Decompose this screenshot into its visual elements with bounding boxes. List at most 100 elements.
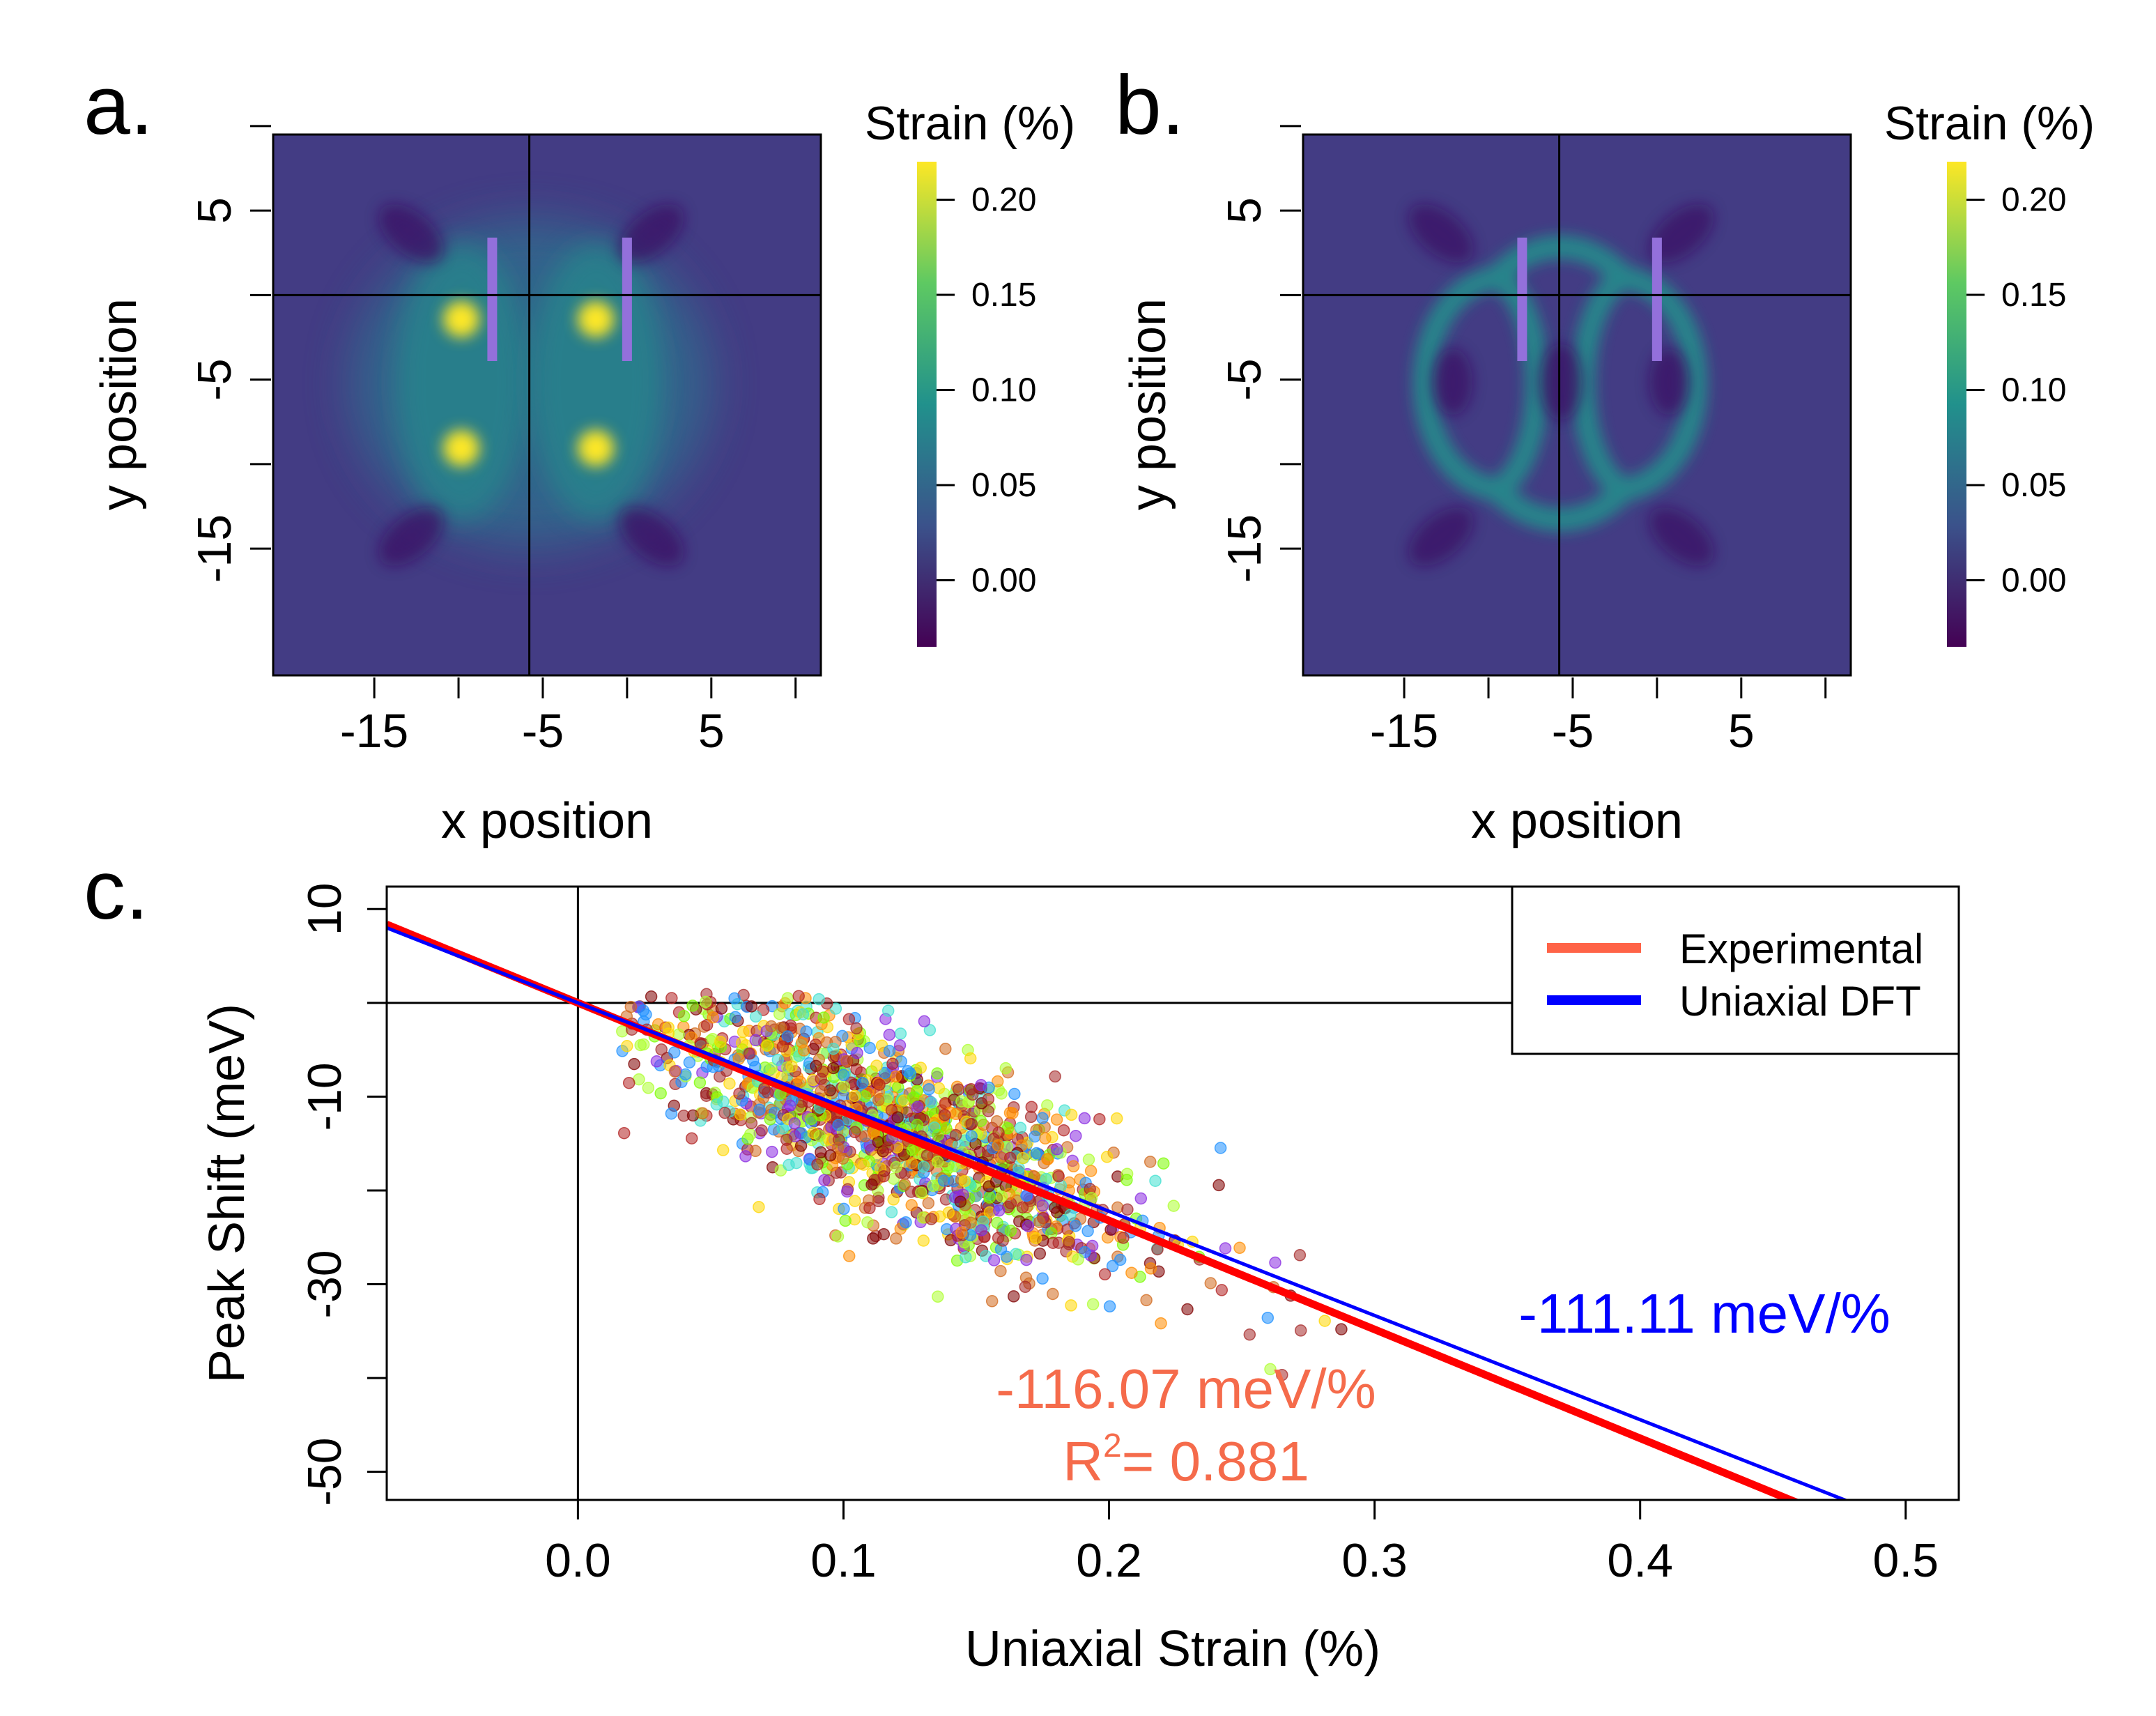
scatter-point [652,1018,665,1031]
legend: Experimental Uniaxial DFT [1511,885,1960,1055]
colorbar-a-bar [917,162,937,647]
colorbar-b-tick-label-1: 0.05 [2001,467,2066,504]
scatter-point [932,1128,944,1142]
scatter-point [831,1142,845,1154]
scatter-point [1293,1249,1307,1262]
scatter-point [1121,1203,1134,1216]
scatter-point [1140,1294,1153,1307]
scatter-point [1098,1268,1111,1281]
scatter-point [686,999,699,1012]
scatter-point [949,1128,962,1142]
scatter-point [965,1117,978,1131]
scatter-point [766,1145,778,1158]
scatter-point [851,1046,863,1059]
scatter-point [983,1191,996,1204]
scatter-point [856,1077,869,1089]
scatter-point [923,1024,937,1036]
scatter-point [824,1149,837,1162]
scatter-point [710,1098,723,1111]
hotspot-a-2 [443,430,479,466]
ytick-label-a--5: -5 [188,358,241,400]
scatter-point [1033,1247,1047,1260]
scatter-point [950,1108,962,1121]
scatter-point [1041,1153,1054,1165]
scatter-point [1212,1179,1225,1192]
scatter-point [1204,1277,1217,1289]
scatter-point [995,1190,1008,1203]
scatter-point [1155,1317,1167,1330]
scatter-point [966,1088,979,1101]
scatter-point [887,1193,900,1206]
scatter-point [838,1080,851,1094]
scatter-point [848,1126,861,1139]
scatter-point [1103,1300,1116,1313]
xtick-label-a-5: 5 [698,705,725,758]
scatter-point [939,1108,951,1121]
ylabel-c: Peak Shift (meV) [199,1004,255,1383]
colorbar-a-title: Strain (%) [865,97,1075,150]
scatter-point [982,1105,995,1117]
scatter-point [1052,1170,1065,1183]
xtick-label-a--5: -5 [522,705,564,758]
scatter-point [878,1066,891,1080]
scatter-point [939,1043,952,1055]
hotspot-a-1 [443,301,479,337]
xtick-label-c-5: 0.5 [1873,1534,1939,1587]
scatter-point [1233,1241,1246,1255]
scatter-point [987,1254,1001,1266]
scatter-point [781,992,794,1004]
scatter-point [1144,1156,1157,1168]
scatter-point [677,1010,691,1022]
fit-line-dft [387,926,1849,1500]
scatter-point [1078,1112,1091,1125]
scatter-point [915,1186,927,1199]
scatter-point [813,1193,826,1206]
colorbar-b-tick-label-3: 0.15 [2001,277,2066,314]
scatter-point [932,1156,944,1168]
scatter-point [788,1117,801,1130]
scatter-point [1050,1143,1063,1156]
scatter-point [1014,1121,1027,1135]
scatter-point [873,1078,886,1091]
scatter-point [858,1090,871,1103]
scatter-point [1008,1087,1021,1101]
scatter-point [683,1056,696,1069]
xtick-label-c-3: 0.3 [1341,1534,1408,1587]
scatter-point [714,1035,727,1048]
scatter-point [744,1128,757,1141]
scatter-point [736,1036,748,1049]
scatter-point [827,1062,840,1075]
scatter-point [818,1174,831,1186]
scatter-point [1072,1253,1084,1266]
scatter-point [881,1004,895,1017]
scatter-point [911,1101,924,1114]
scatter-point [728,992,741,1005]
scatter-point [1036,1112,1049,1124]
scatter-point [837,1068,850,1082]
colorbar-a-tick-label-3: 0.15 [971,277,1036,314]
scatter-point [842,1250,856,1262]
scatter-point [990,1115,1003,1128]
scatter-point [1030,1147,1043,1160]
heatmap-b-lobe-mc [1540,344,1582,420]
scatter-point [792,990,805,1002]
scatter-point [877,1170,890,1183]
scatter-point [863,1041,876,1055]
scatter-point [621,1040,633,1052]
annotation-r2-sup: 2 [1103,1427,1122,1464]
scatter-point [771,1053,785,1066]
xtick-label-c-1: 0.1 [810,1534,877,1587]
scatter-point [883,1045,896,1057]
scatter-point [870,1059,883,1072]
scatter-point [1069,1220,1082,1232]
scatter-point [955,1226,968,1239]
scatter-point [1039,1132,1052,1145]
scatter-point [906,1144,919,1156]
heatmap-a-lobe-tr [619,204,684,263]
scatter-point [1065,1108,1078,1121]
scatter-point [813,1130,826,1142]
scatter-point [883,1028,896,1041]
scatter-point [1017,1151,1029,1165]
heatmap-a-lobe-tl [378,204,444,263]
